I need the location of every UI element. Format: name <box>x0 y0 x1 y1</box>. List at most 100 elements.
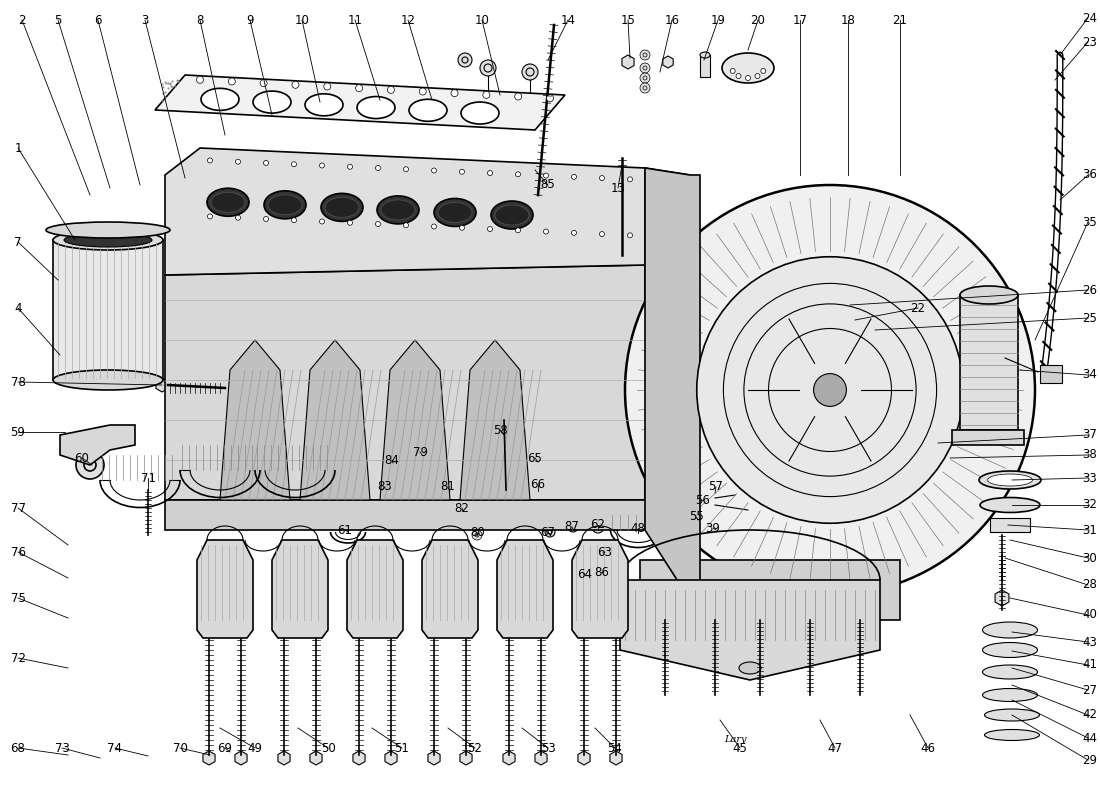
Ellipse shape <box>207 188 249 216</box>
Circle shape <box>640 50 650 60</box>
Text: 56: 56 <box>695 494 711 506</box>
Text: 75: 75 <box>11 591 25 605</box>
Polygon shape <box>60 425 135 465</box>
Circle shape <box>690 207 696 213</box>
Ellipse shape <box>984 730 1040 741</box>
Text: 16: 16 <box>664 14 680 26</box>
Text: 40: 40 <box>1082 609 1097 622</box>
Text: 80: 80 <box>471 526 485 539</box>
Circle shape <box>543 173 549 178</box>
Circle shape <box>690 557 696 563</box>
Polygon shape <box>220 340 290 500</box>
Text: 2: 2 <box>19 14 25 26</box>
Circle shape <box>310 574 322 586</box>
Circle shape <box>458 503 468 513</box>
Circle shape <box>601 548 605 552</box>
Text: 36: 36 <box>1082 169 1097 182</box>
Circle shape <box>446 485 455 495</box>
Ellipse shape <box>53 370 163 390</box>
Bar <box>1040 365 1062 383</box>
Text: 37: 37 <box>1082 429 1097 442</box>
Ellipse shape <box>381 200 415 220</box>
Circle shape <box>640 83 650 93</box>
Circle shape <box>355 85 363 92</box>
Circle shape <box>84 459 96 471</box>
Circle shape <box>292 82 299 88</box>
Circle shape <box>688 434 698 446</box>
Circle shape <box>644 86 647 90</box>
Circle shape <box>581 577 587 583</box>
Ellipse shape <box>984 709 1040 721</box>
Circle shape <box>451 90 458 97</box>
Circle shape <box>431 224 437 229</box>
Circle shape <box>387 86 395 94</box>
Polygon shape <box>572 540 628 638</box>
Ellipse shape <box>982 622 1037 638</box>
Text: 24: 24 <box>1082 11 1097 25</box>
Polygon shape <box>165 500 690 530</box>
Text: 49: 49 <box>248 742 263 754</box>
Circle shape <box>544 527 556 537</box>
Circle shape <box>592 521 604 533</box>
Ellipse shape <box>700 52 710 58</box>
Circle shape <box>524 476 552 504</box>
Circle shape <box>640 73 650 83</box>
Circle shape <box>319 163 324 168</box>
Text: 26: 26 <box>1082 283 1097 297</box>
Circle shape <box>235 159 241 164</box>
Circle shape <box>578 567 588 577</box>
Polygon shape <box>640 560 900 620</box>
Circle shape <box>238 577 244 583</box>
Circle shape <box>208 214 212 219</box>
Text: 52: 52 <box>468 742 483 754</box>
Circle shape <box>595 525 601 530</box>
Text: 81: 81 <box>441 481 455 494</box>
Text: 69: 69 <box>218 742 232 754</box>
Ellipse shape <box>321 194 363 222</box>
Bar <box>53 240 163 380</box>
Circle shape <box>718 528 722 532</box>
Polygon shape <box>235 751 248 765</box>
Text: 10: 10 <box>474 14 490 26</box>
Circle shape <box>484 64 492 72</box>
Circle shape <box>600 231 605 237</box>
Circle shape <box>547 94 553 102</box>
Text: 85: 85 <box>540 178 556 191</box>
Circle shape <box>283 502 287 507</box>
Text: 13: 13 <box>610 182 626 194</box>
Polygon shape <box>272 540 328 638</box>
Circle shape <box>516 172 520 177</box>
Circle shape <box>458 53 472 67</box>
Polygon shape <box>165 265 645 500</box>
Circle shape <box>319 219 324 224</box>
Polygon shape <box>578 751 590 765</box>
Circle shape <box>830 316 839 324</box>
Circle shape <box>428 574 440 586</box>
Text: 12: 12 <box>400 14 416 26</box>
Circle shape <box>419 88 426 95</box>
Text: 55: 55 <box>689 510 703 523</box>
Text: 46: 46 <box>921 742 935 754</box>
Text: 25: 25 <box>1082 311 1097 325</box>
Text: 17: 17 <box>792 14 807 26</box>
Circle shape <box>475 533 478 537</box>
Polygon shape <box>663 56 673 68</box>
Text: 44: 44 <box>1082 731 1097 745</box>
Circle shape <box>690 497 696 503</box>
Text: 27: 27 <box>1082 683 1097 697</box>
Circle shape <box>515 93 521 100</box>
Circle shape <box>531 483 544 497</box>
Circle shape <box>235 574 248 586</box>
Circle shape <box>404 166 408 172</box>
Polygon shape <box>645 168 690 520</box>
Polygon shape <box>497 540 553 638</box>
Circle shape <box>927 438 933 442</box>
Text: 22: 22 <box>911 302 925 314</box>
Circle shape <box>688 494 698 506</box>
Circle shape <box>506 577 512 583</box>
Circle shape <box>826 311 844 329</box>
Text: 47: 47 <box>827 742 843 754</box>
Circle shape <box>644 76 647 80</box>
Circle shape <box>690 437 696 443</box>
Text: 79: 79 <box>412 446 428 458</box>
